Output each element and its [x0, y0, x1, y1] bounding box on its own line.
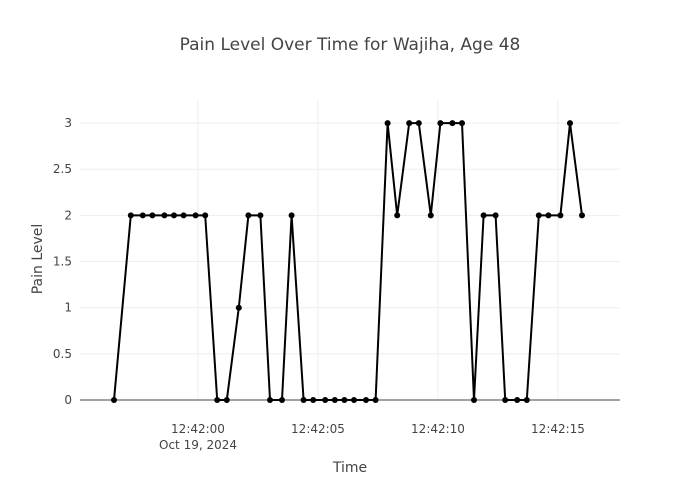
data-point [427, 212, 434, 219]
y-tick-label: 0.5 [53, 347, 72, 361]
data-point [235, 304, 242, 311]
data-point [514, 397, 521, 403]
data-point [480, 212, 487, 219]
y-tick-label: 1.5 [53, 255, 72, 269]
x-tick-label: 12:42:00 [171, 422, 225, 436]
data-point [363, 397, 369, 403]
data-point [171, 212, 177, 219]
data-point [223, 397, 230, 403]
data-point [245, 212, 252, 219]
y-tick-label: 3 [64, 116, 72, 130]
data-point [161, 212, 168, 219]
data-point [192, 212, 199, 219]
data-point [471, 397, 477, 403]
y-tick-label: 2.5 [53, 162, 72, 176]
data-point [502, 397, 509, 403]
data-point [394, 212, 401, 219]
x-tick-label: 12:42:15 [531, 422, 585, 436]
data-point [180, 212, 187, 219]
data-point [437, 120, 444, 127]
data-point [535, 212, 542, 219]
data-point [567, 120, 573, 127]
x-date-label: Oct 19, 2024 [159, 438, 237, 452]
y-tick-label: 2 [64, 208, 72, 222]
chart-title: Pain Level Over Time for Wajiha, Age 48 [180, 35, 521, 55]
data-point [257, 212, 264, 219]
data-point [331, 397, 338, 403]
data-point [288, 212, 295, 219]
data-point [300, 397, 307, 403]
data-point [372, 397, 379, 403]
y-axis-title: Pain Level [30, 224, 46, 295]
x-tick-label: 12:42:10 [411, 422, 465, 436]
data-point [523, 397, 530, 403]
data-point [310, 397, 317, 403]
data-point [459, 120, 465, 127]
data-point [322, 397, 329, 403]
y-tick-label: 1 [64, 301, 72, 315]
data-point [111, 397, 117, 403]
data-point [267, 397, 273, 403]
data-point [579, 212, 585, 219]
data-point [214, 397, 221, 403]
x-tick-label: 12:42:05 [291, 422, 345, 436]
data-point [449, 120, 456, 127]
data-point [406, 120, 413, 127]
data-point [492, 212, 499, 219]
data-point [149, 212, 156, 219]
y-tick-label: 0 [64, 393, 72, 407]
data-point [279, 397, 285, 403]
data-point [127, 212, 134, 219]
data-point [351, 397, 357, 403]
data-point [384, 120, 391, 127]
data-point [202, 212, 209, 219]
data-point [139, 212, 146, 219]
x-axis-title: Time [332, 460, 367, 476]
data-point [415, 120, 422, 127]
data-point [545, 212, 552, 219]
data-point [341, 397, 348, 403]
data-point [557, 212, 564, 219]
